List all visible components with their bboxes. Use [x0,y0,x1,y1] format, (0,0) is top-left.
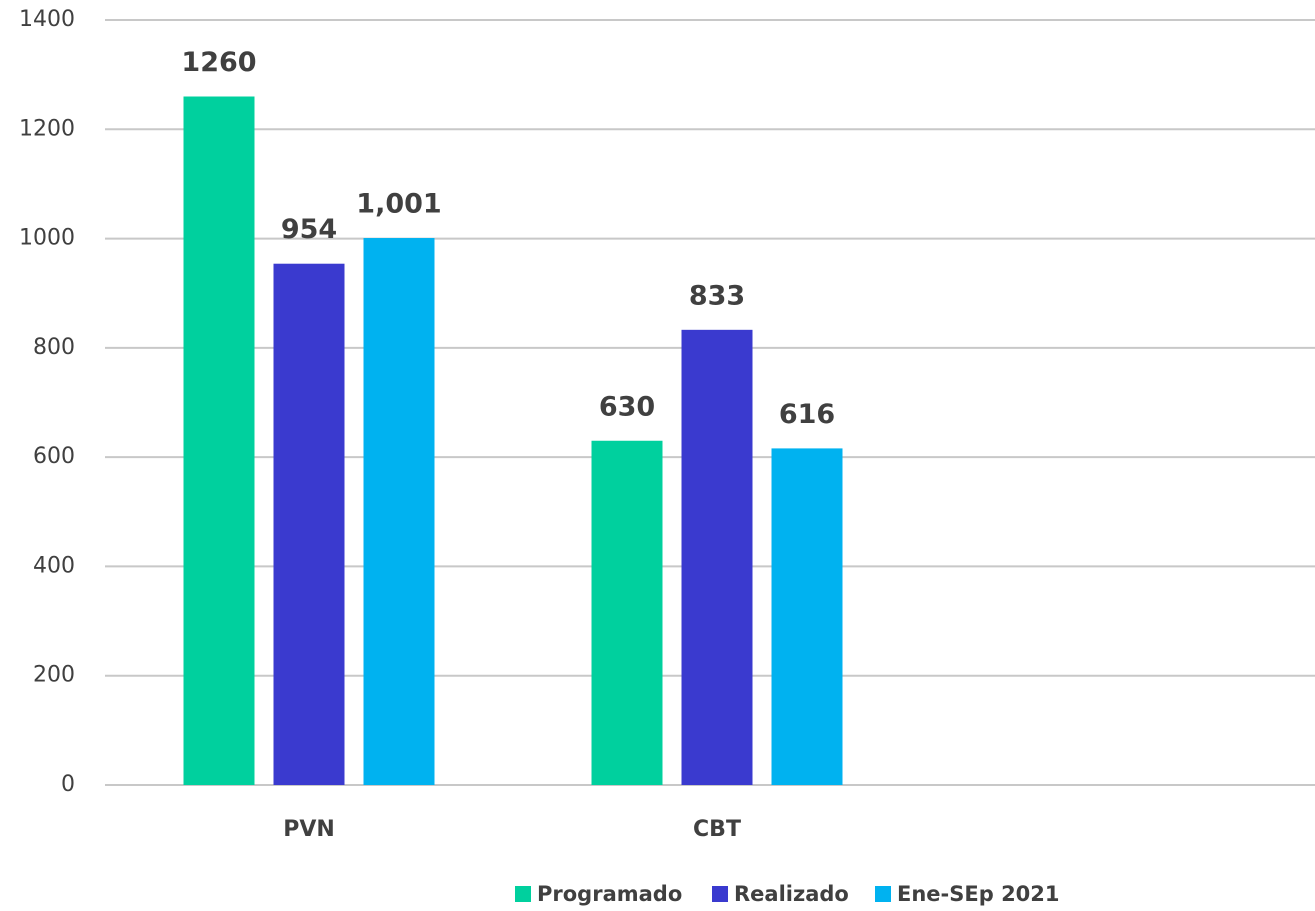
bar [273,263,345,785]
legend-swatch [712,886,728,902]
data-label: 954 [281,214,337,245]
data-label: 833 [689,280,745,311]
y-tick-label: 800 [33,335,75,360]
bar [591,440,663,785]
data-label: 616 [779,399,835,430]
y-tick-label: 1200 [19,116,75,141]
data-label: 630 [599,391,655,422]
y-tick-label: 1000 [19,226,75,251]
data-label: 1,001 [356,189,441,220]
legend-swatch [515,886,531,902]
bar [363,238,435,785]
x-tick-label: PVN [283,817,335,842]
legend-label: Realizado [734,882,849,906]
bar [681,329,753,785]
y-tick-label: 1400 [19,7,75,32]
x-tick-label: CBT [693,817,741,842]
legend-label: Programado [537,882,682,906]
y-tick-label: 400 [33,553,75,578]
legend-swatch [875,886,891,902]
y-tick-label: 600 [33,444,75,469]
bar [771,448,843,785]
y-tick-label: 200 [33,663,75,688]
legend-label: Ene-SEp 2021 [897,882,1060,906]
bar [183,96,255,785]
data-label: 1260 [181,47,256,78]
y-tick-label: 0 [61,772,75,797]
